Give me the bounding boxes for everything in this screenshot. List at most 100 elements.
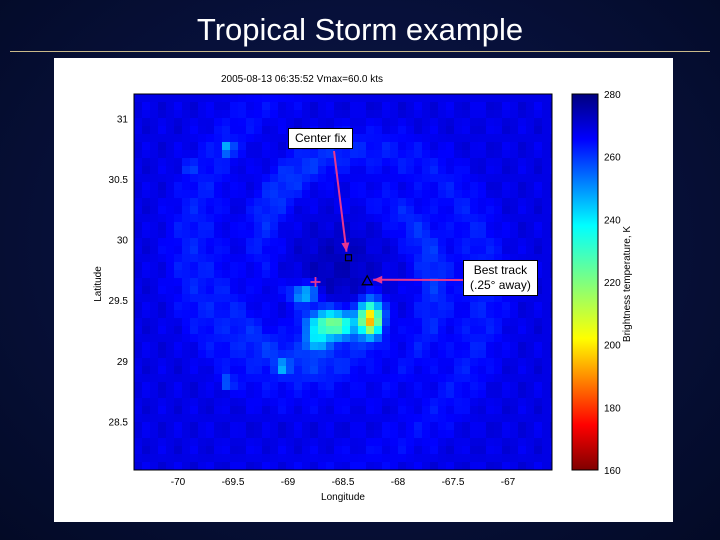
heatmap-cell [214, 406, 222, 414]
heatmap-cell [366, 318, 374, 326]
heatmap-cell [310, 270, 318, 278]
heatmap-cell [534, 158, 542, 166]
heatmap-cell [310, 366, 318, 374]
heatmap-cell [158, 94, 166, 102]
heatmap-cell [390, 214, 398, 222]
heatmap-cell [318, 446, 326, 454]
heatmap-cell [422, 334, 430, 342]
heatmap-cell [310, 382, 318, 390]
heatmap-cell [166, 286, 174, 294]
heatmap-cell [350, 206, 358, 214]
heatmap-cell [462, 214, 470, 222]
heatmap-cell [150, 358, 158, 366]
heatmap-cell [334, 254, 342, 262]
heatmap-cell [150, 174, 158, 182]
heatmap-cell [510, 398, 518, 406]
heatmap-cell [542, 406, 550, 414]
heatmap-cell [206, 350, 214, 358]
heatmap-cell [190, 230, 198, 238]
heatmap-cell [182, 310, 190, 318]
heatmap-cell [238, 126, 246, 134]
heatmap-cell [350, 118, 358, 126]
heatmap-cell [350, 342, 358, 350]
heatmap-cell [478, 238, 486, 246]
heatmap-cell [390, 102, 398, 110]
heatmap-cell [326, 438, 334, 446]
heatmap-cell [278, 206, 286, 214]
heatmap-cell [270, 182, 278, 190]
heatmap-cell [190, 270, 198, 278]
heatmap-cell [198, 446, 206, 454]
heatmap-cell [158, 198, 166, 206]
heatmap-cell [254, 214, 262, 222]
heatmap-cell [150, 374, 158, 382]
heatmap-cell [254, 126, 262, 134]
heatmap-cell [446, 438, 454, 446]
heatmap-cell [454, 150, 462, 158]
heatmap-cell [198, 166, 206, 174]
heatmap-cell [158, 118, 166, 126]
heatmap-cell [422, 430, 430, 438]
heatmap-cell [294, 182, 302, 190]
heatmap-cell [366, 214, 374, 222]
heatmap-cell [230, 318, 238, 326]
heatmap-cell [390, 342, 398, 350]
best-track-distance: (.25° away) [470, 278, 531, 292]
heatmap-cell [198, 382, 206, 390]
heatmap-cell [150, 166, 158, 174]
heatmap-cell [358, 198, 366, 206]
heatmap-cell [222, 374, 230, 382]
heatmap-cell [390, 382, 398, 390]
heatmap-cell [414, 198, 422, 206]
heatmap-cell [470, 390, 478, 398]
heatmap-cell [134, 390, 142, 398]
heatmap-cell [422, 318, 430, 326]
x-tick-label: -67 [501, 477, 516, 488]
heatmap-cell [374, 150, 382, 158]
heatmap-cell [518, 414, 526, 422]
heatmap-cell [150, 302, 158, 310]
heatmap-cell [486, 390, 494, 398]
heatmap-cell [142, 246, 150, 254]
heatmap-cell [382, 134, 390, 142]
heatmap-cell [414, 150, 422, 158]
heatmap-cell [134, 310, 142, 318]
heatmap-cell [222, 262, 230, 270]
heatmap-cell [214, 158, 222, 166]
heatmap-cell [550, 334, 552, 342]
chart-title: 2005-08-13 06:35:52 Vmax=60.0 kts [221, 74, 383, 85]
heatmap-cell [326, 454, 334, 462]
heatmap-cell [286, 190, 294, 198]
heatmap-cell [518, 438, 526, 446]
heatmap-cell [270, 422, 278, 430]
heatmap-cell [446, 118, 454, 126]
heatmap-cell [334, 270, 342, 278]
heatmap-cell [182, 158, 190, 166]
heatmap-cell [286, 326, 294, 334]
heatmap-cell [214, 334, 222, 342]
heatmap-cell [502, 422, 510, 430]
heatmap-cell [438, 150, 446, 158]
heatmap-cell [350, 334, 358, 342]
heatmap-cell [166, 414, 174, 422]
heatmap-cell [166, 118, 174, 126]
heatmap-cell [438, 246, 446, 254]
heatmap-cell [542, 390, 550, 398]
heatmap-cell [446, 414, 454, 422]
heatmap-cell [238, 206, 246, 214]
heatmap-cell [334, 358, 342, 366]
heatmap-cell [238, 150, 246, 158]
heatmap-cell [214, 174, 222, 182]
heatmap-cell [150, 294, 158, 302]
heatmap-cell [414, 214, 422, 222]
heatmap-cell [158, 238, 166, 246]
heatmap-cell [534, 278, 542, 286]
heatmap-cell [510, 150, 518, 158]
heatmap-cell [278, 462, 286, 470]
heatmap-cell [270, 158, 278, 166]
heatmap-cell [326, 302, 334, 310]
heatmap-cell [430, 190, 438, 198]
heatmap-cell [550, 118, 552, 126]
heatmap-cell [414, 406, 422, 414]
heatmap-cell [526, 134, 534, 142]
